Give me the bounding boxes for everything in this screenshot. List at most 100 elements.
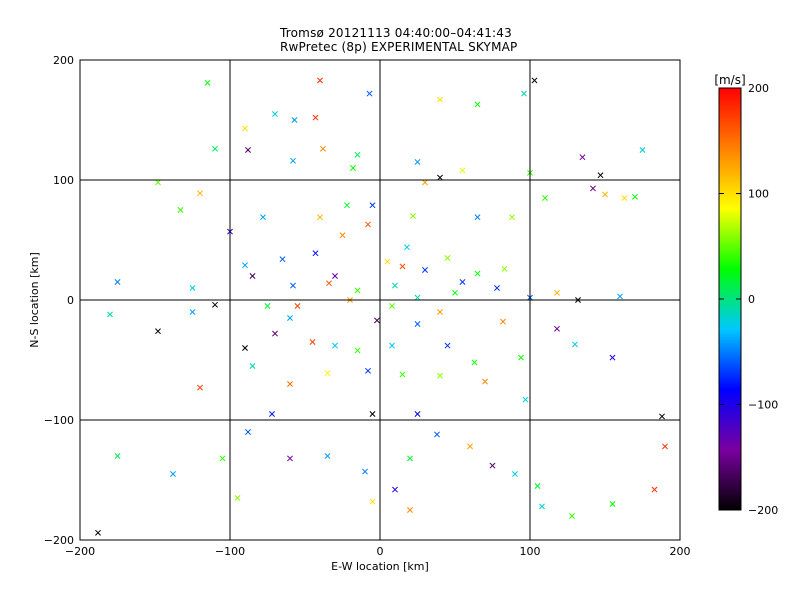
data-point-stroke <box>609 354 616 361</box>
data-point-stroke <box>312 114 319 121</box>
data-point-stroke <box>392 486 398 493</box>
data-point-stroke <box>437 372 443 379</box>
data-point <box>317 214 323 221</box>
data-point <box>437 309 443 315</box>
data-point <box>114 453 121 459</box>
data-point-stroke <box>269 411 275 417</box>
data-point-stroke <box>539 503 545 510</box>
data-point-stroke <box>291 117 298 123</box>
data-point <box>512 471 518 477</box>
data-point-stroke <box>407 507 413 513</box>
data-point <box>374 317 380 324</box>
y-tick-label: 0 <box>67 294 74 307</box>
data-point <box>501 265 508 272</box>
data-point-stroke <box>272 330 278 337</box>
data-point <box>366 90 373 97</box>
data-point <box>324 453 331 459</box>
data-point <box>384 258 391 265</box>
data-point <box>197 384 203 391</box>
data-point-stroke <box>512 471 518 477</box>
data-point <box>95 529 101 536</box>
data-point-stroke <box>309 339 316 345</box>
data-point <box>444 342 451 349</box>
data-point <box>621 195 628 201</box>
data-point <box>444 255 451 261</box>
data-point <box>155 328 161 335</box>
data-point <box>602 191 608 198</box>
data-point <box>242 125 248 132</box>
data-point <box>590 185 596 192</box>
data-point <box>632 193 638 200</box>
data-point-stroke <box>632 193 638 200</box>
data-point <box>107 311 113 318</box>
data-point-stroke <box>366 90 373 97</box>
data-point-stroke <box>404 244 410 251</box>
data-point <box>212 145 218 152</box>
data-point-stroke <box>324 453 331 459</box>
data-point <box>189 285 196 291</box>
data-point <box>369 411 376 417</box>
axes-layer: −200 −100 0 100 200 −200 −100 0 100 200 E-W locati… <box>28 54 691 573</box>
data-point <box>609 501 616 507</box>
data-point <box>392 282 398 289</box>
data-point-stroke <box>197 384 203 391</box>
data-point <box>572 341 578 348</box>
data-point <box>362 468 368 475</box>
data-point-stroke <box>354 347 361 354</box>
data-point <box>399 263 406 270</box>
data-point <box>369 498 376 505</box>
data-point-stroke <box>287 455 293 462</box>
data-point-stroke <box>332 342 338 349</box>
data-point <box>332 273 338 279</box>
data-point-stroke <box>242 125 248 132</box>
data-point <box>291 117 298 123</box>
x-tick-label: −200 <box>65 545 95 558</box>
x-axis-label: E-W location [km] <box>331 560 429 573</box>
y-tick-label: −200 <box>44 534 74 547</box>
data-point-stroke <box>422 179 428 186</box>
data-point-stroke <box>365 367 371 374</box>
data-point <box>204 79 211 86</box>
data-point-stroke <box>522 396 529 403</box>
data-point-stroke <box>509 214 515 221</box>
data-point-stroke <box>542 195 548 201</box>
data-point-stroke <box>317 77 323 84</box>
data-point-stroke <box>639 147 646 153</box>
data-point-stroke <box>500 318 506 325</box>
data-point-stroke <box>339 232 346 239</box>
data-point <box>369 202 376 209</box>
data-point-stroke <box>474 101 481 108</box>
data-point-stroke <box>521 90 527 97</box>
data-point <box>365 221 371 228</box>
y-tick-label: −100 <box>44 414 74 427</box>
data-point <box>489 462 496 469</box>
data-point-stroke <box>392 282 398 289</box>
data-point-stroke <box>554 289 560 296</box>
data-point-stroke <box>399 263 406 270</box>
data-point-stroke <box>531 77 538 84</box>
data-point <box>422 179 428 186</box>
data-point-stroke <box>264 303 271 309</box>
data-point <box>494 285 500 291</box>
data-point-stroke <box>389 342 395 349</box>
data-point <box>344 202 350 209</box>
data-point-stroke <box>95 529 101 536</box>
colorbar-tick-label: −100 <box>748 399 778 412</box>
data-point-stroke <box>197 190 203 197</box>
data-point-stroke <box>369 498 376 505</box>
data-point-stroke <box>437 96 443 103</box>
data-point-stroke <box>362 468 368 475</box>
data-point-stroke <box>212 145 218 152</box>
chart-subtitle: RwPretec (8p) EXPERIMENTAL SKYMAP <box>280 40 518 54</box>
colorbar: 200 100 0 −100 −200 [m/s] <box>714 73 778 517</box>
data-point <box>389 342 395 349</box>
data-point-stroke <box>189 285 196 291</box>
data-point-stroke <box>518 354 524 361</box>
data-point-stroke <box>554 325 560 332</box>
data-point-stroke <box>177 207 184 213</box>
data-point-stroke <box>290 282 296 289</box>
data-point-stroke <box>399 371 406 378</box>
x-tick-label: 0 <box>377 545 384 558</box>
data-point <box>312 250 319 257</box>
data-point-stroke <box>354 151 361 158</box>
